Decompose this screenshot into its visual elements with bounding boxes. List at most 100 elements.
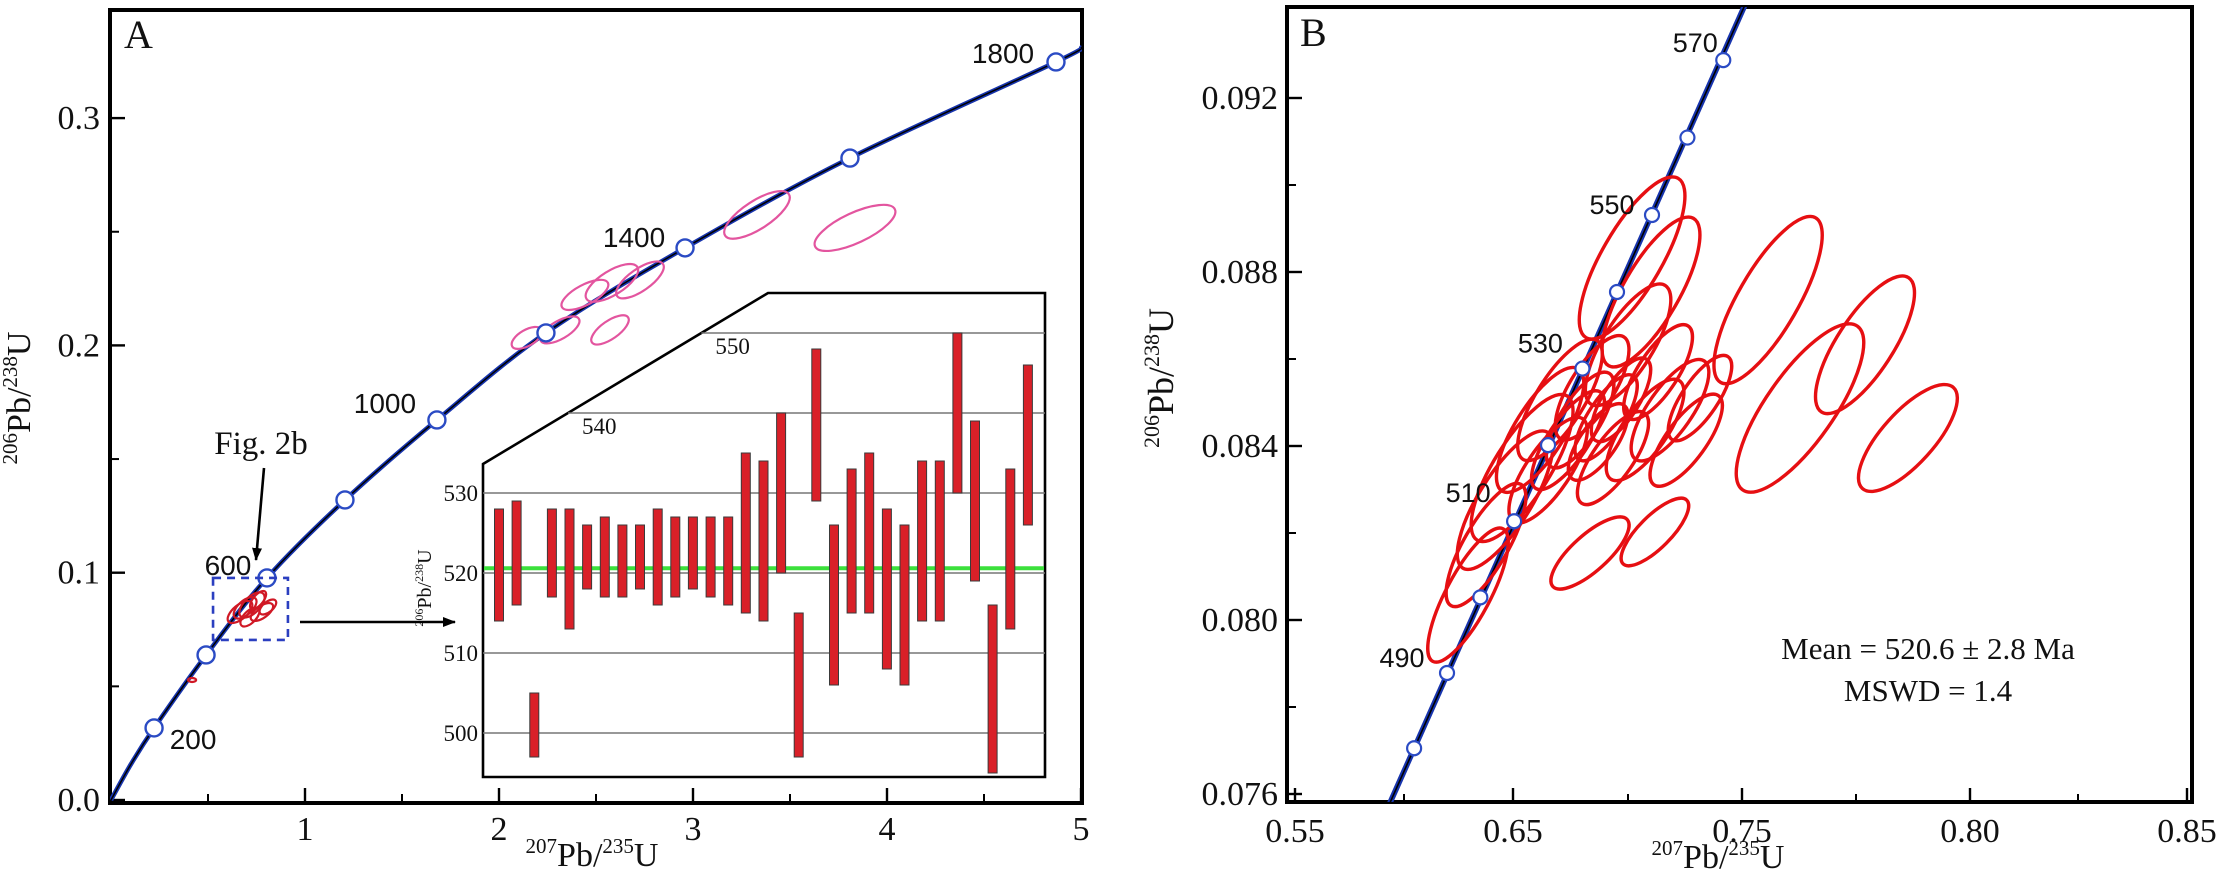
error-ellipse-red-cluster xyxy=(239,606,261,628)
concordia-age-label: 510 xyxy=(1446,478,1491,508)
error-ellipse-red xyxy=(1589,356,1653,444)
inset-gridline-label: 530 xyxy=(444,481,479,506)
error-ellipse-pink xyxy=(813,203,897,253)
inset-gridline-label: 540 xyxy=(582,414,617,439)
y-tick-label: 0.084 xyxy=(1202,428,1279,465)
error-ellipse-pink xyxy=(560,278,610,312)
x-tick-label: 0.85 xyxy=(2157,813,2217,850)
analysis-error-bar xyxy=(529,692,540,758)
panel-b-x-axis-label: 207Pb/235U xyxy=(1652,836,1785,876)
error-ellipse-red-cluster xyxy=(187,676,198,684)
panel-b-y-axis-label: 206Pb/238U xyxy=(1139,308,1181,448)
error-ellipse-red xyxy=(1577,175,1687,341)
concordia-age-marker xyxy=(1046,52,1066,72)
error-ellipse-red xyxy=(1469,392,1575,544)
panel-a-inset: 500 510 520 530 540 550 206Pb/238U xyxy=(412,291,1047,779)
error-ellipse-red xyxy=(1600,215,1702,369)
analysis-error-bar xyxy=(811,348,822,502)
analysis-error-bar xyxy=(617,524,628,598)
error-ellipse-red xyxy=(1813,274,1917,416)
concordia-age-label: 600 xyxy=(205,550,252,581)
concordia-age-marker xyxy=(1715,51,1732,69)
panel-a-letter: A xyxy=(124,12,153,57)
analysis-error-bar xyxy=(582,524,593,590)
mean-text-line2: MSWD = 1.4 xyxy=(1844,673,2013,708)
error-ellipse-red-cluster xyxy=(232,596,258,620)
analysis-error-bar xyxy=(511,500,522,606)
x-tick-label: 5 xyxy=(1073,811,1090,848)
error-ellipse-red xyxy=(1583,282,1673,408)
analysis-error-bar xyxy=(846,468,857,614)
analysis-error-bar xyxy=(670,516,681,598)
panel-a: 1 2 3 4 5 0.0 0.1 0.2 0.3 207Pb/235U 206Pb/238U 200… xyxy=(0,8,1090,874)
mean-text-line1: Mean = 520.6 ± 2.8 Ma xyxy=(1781,631,2075,666)
analysis-error-bar xyxy=(934,460,945,622)
analysis-error-bar xyxy=(494,508,504,622)
error-ellipse-red xyxy=(1622,323,1695,422)
y-tick-label: 0.076 xyxy=(1202,776,1279,813)
inset-gridline-label: 520 xyxy=(444,561,479,586)
analysis-error-bar xyxy=(546,508,557,598)
x-tick-label: 4 xyxy=(879,811,896,848)
concordia-age-marker xyxy=(1472,589,1489,606)
x-tick-label: 1 xyxy=(297,811,314,848)
error-ellipse-red xyxy=(1666,353,1734,443)
error-ellipse-red xyxy=(1619,496,1691,568)
error-ellipse-red xyxy=(1515,337,1605,463)
analysis-error-bar xyxy=(687,516,698,590)
error-ellipse-red xyxy=(1734,322,1866,494)
error-ellipse-red xyxy=(1648,392,1725,488)
concordia-age-marker xyxy=(1643,206,1661,224)
concordia-age-label: 1800 xyxy=(972,38,1034,69)
analysis-error-bar xyxy=(917,460,928,622)
analysis-error-bar xyxy=(599,516,610,598)
error-ellipse-red xyxy=(1629,357,1711,463)
error-ellipse-red-cluster xyxy=(258,598,278,616)
panel-a-y-axis-label: 206Pb/238U xyxy=(0,332,38,465)
fig2b-annotation-label: Fig. 2b xyxy=(214,426,308,462)
concordia-age-marker xyxy=(1539,437,1557,454)
y-tick-label: 0.0 xyxy=(58,782,101,819)
inset-gridline-label: 500 xyxy=(444,721,479,746)
concordia-age-label: 490 xyxy=(1379,643,1424,673)
error-ellipse-pink xyxy=(723,190,791,240)
error-ellipse-red xyxy=(1544,370,1616,470)
analysis-error-bar xyxy=(635,524,645,590)
analysis-error-bar xyxy=(987,604,998,774)
concordia-age-marker xyxy=(536,323,556,343)
error-ellipse-red xyxy=(1444,481,1528,609)
analysis-error-bar xyxy=(952,332,963,494)
panel-a-x-axis-label: 207Pb/235U xyxy=(526,834,659,874)
x-tick-label: 0.55 xyxy=(1265,813,1325,850)
inset-y-axis-label: 206Pb/238U xyxy=(412,549,436,627)
concordia-age-label: 1000 xyxy=(354,388,416,419)
concordia-age-marker xyxy=(427,410,447,430)
y-tick-label: 0.3 xyxy=(58,100,101,137)
panel-b-plot-group xyxy=(1387,7,1960,802)
analysis-error-bar xyxy=(970,420,980,582)
error-ellipse-red xyxy=(1549,515,1631,591)
concordia-age-marker xyxy=(1679,129,1696,146)
x-tick-label: 0.75 xyxy=(1712,813,1772,850)
concordia-age-marker xyxy=(144,718,164,738)
error-ellipse-red xyxy=(1712,214,1824,386)
analysis-error-bar xyxy=(705,516,716,598)
analysis-error-bar xyxy=(829,524,839,686)
x-tick-label: 0.80 xyxy=(1940,813,2000,850)
error-ellipse-red xyxy=(1575,409,1651,507)
y-tick-label: 0.088 xyxy=(1202,254,1279,291)
analysis-error-bar xyxy=(723,516,734,606)
x-tick-label: 3 xyxy=(685,811,702,848)
analysis-error-bar xyxy=(652,508,663,606)
panel-b-letter: B xyxy=(1300,10,1327,55)
error-ellipse-pink xyxy=(590,314,630,346)
analysis-error-bar xyxy=(881,508,892,670)
concordia-age-marker xyxy=(1406,740,1423,757)
analysis-error-bar xyxy=(864,452,875,614)
analysis-error-bar xyxy=(776,412,787,574)
y-tick-label: 0.092 xyxy=(1202,80,1279,117)
analysis-error-bar xyxy=(899,524,910,686)
concordia-age-marker xyxy=(840,148,860,168)
